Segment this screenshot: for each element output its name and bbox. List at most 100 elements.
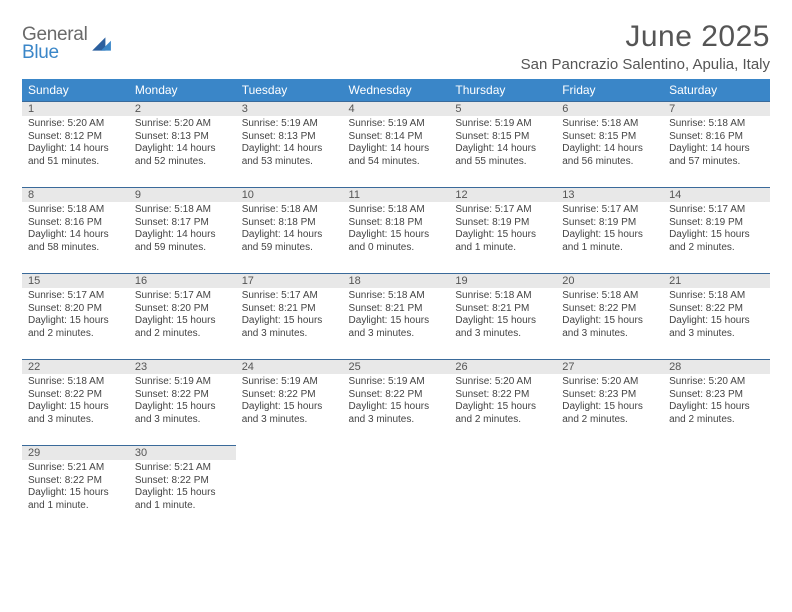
day-number: 23 [129,359,236,374]
day-body: Sunrise: 5:18 AMSunset: 8:22 PMDaylight:… [22,374,129,430]
day-body: Sunrise: 5:21 AMSunset: 8:22 PMDaylight:… [129,460,236,516]
day-number: 13 [556,187,663,202]
day-number: 30 [129,445,236,460]
calendar-cell: 11Sunrise: 5:18 AMSunset: 8:18 PMDayligh… [343,187,450,273]
day-body: Sunrise: 5:18 AMSunset: 8:16 PMDaylight:… [663,116,770,172]
day-header: Sunday [22,79,129,101]
calendar-cell: 7Sunrise: 5:18 AMSunset: 8:16 PMDaylight… [663,101,770,187]
day-number: 15 [22,273,129,288]
day-number: 7 [663,101,770,116]
day-body: Sunrise: 5:18 AMSunset: 8:17 PMDaylight:… [129,202,236,258]
day-body: Sunrise: 5:20 AMSunset: 8:23 PMDaylight:… [663,374,770,430]
calendar-table: Sunday Monday Tuesday Wednesday Thursday… [22,79,770,531]
calendar-cell: 27Sunrise: 5:20 AMSunset: 8:23 PMDayligh… [556,359,663,445]
day-number: 10 [236,187,343,202]
calendar-cell: 30Sunrise: 5:21 AMSunset: 8:22 PMDayligh… [129,445,236,531]
day-body: Sunrise: 5:17 AMSunset: 8:20 PMDaylight:… [129,288,236,344]
day-number: 26 [449,359,556,374]
day-number: 29 [22,445,129,460]
day-number: 18 [343,273,450,288]
calendar-cell: 2Sunrise: 5:20 AMSunset: 8:13 PMDaylight… [129,101,236,187]
day-body: Sunrise: 5:21 AMSunset: 8:22 PMDaylight:… [22,460,129,516]
day-header: Tuesday [236,79,343,101]
day-number: 25 [343,359,450,374]
day-number: 1 [22,101,129,116]
header: General Blue June 2025 San Pancrazio Sal… [22,20,770,73]
day-body: Sunrise: 5:19 AMSunset: 8:14 PMDaylight:… [343,116,450,172]
day-body: Sunrise: 5:19 AMSunset: 8:15 PMDaylight:… [449,116,556,172]
day-body: Sunrise: 5:20 AMSunset: 8:22 PMDaylight:… [449,374,556,430]
calendar-cell: 5Sunrise: 5:19 AMSunset: 8:15 PMDaylight… [449,101,556,187]
calendar-cell: 13Sunrise: 5:17 AMSunset: 8:19 PMDayligh… [556,187,663,273]
day-body: Sunrise: 5:20 AMSunset: 8:13 PMDaylight:… [129,116,236,172]
day-number: 3 [236,101,343,116]
day-body: Sunrise: 5:17 AMSunset: 8:20 PMDaylight:… [22,288,129,344]
day-number: 9 [129,187,236,202]
day-body: Sunrise: 5:19 AMSunset: 8:13 PMDaylight:… [236,116,343,172]
day-body: Sunrise: 5:18 AMSunset: 8:16 PMDaylight:… [22,202,129,258]
logo-line2: Blue [22,42,59,63]
calendar-cell: 4Sunrise: 5:19 AMSunset: 8:14 PMDaylight… [343,101,450,187]
logo-icon [90,33,112,55]
day-number: 8 [22,187,129,202]
day-body: Sunrise: 5:20 AMSunset: 8:12 PMDaylight:… [22,116,129,172]
day-number: 2 [129,101,236,116]
calendar-cell: 8Sunrise: 5:18 AMSunset: 8:16 PMDaylight… [22,187,129,273]
calendar-cell: 26Sunrise: 5:20 AMSunset: 8:22 PMDayligh… [449,359,556,445]
day-body: Sunrise: 5:19 AMSunset: 8:22 PMDaylight:… [343,374,450,430]
calendar-cell [343,445,450,531]
calendar-cell [663,445,770,531]
day-number: 4 [343,101,450,116]
calendar-row: 15Sunrise: 5:17 AMSunset: 8:20 PMDayligh… [22,273,770,359]
calendar-cell [556,445,663,531]
day-header: Friday [556,79,663,101]
logo-text: General Blue [22,26,88,62]
day-number: 6 [556,101,663,116]
month-title: June 2025 [521,20,770,54]
calendar-cell: 12Sunrise: 5:17 AMSunset: 8:19 PMDayligh… [449,187,556,273]
day-body: Sunrise: 5:17 AMSunset: 8:21 PMDaylight:… [236,288,343,344]
day-body: Sunrise: 5:18 AMSunset: 8:22 PMDaylight:… [556,288,663,344]
day-number: 14 [663,187,770,202]
day-body: Sunrise: 5:17 AMSunset: 8:19 PMDaylight:… [449,202,556,258]
calendar-cell: 23Sunrise: 5:19 AMSunset: 8:22 PMDayligh… [129,359,236,445]
day-header-row: Sunday Monday Tuesday Wednesday Thursday… [22,79,770,101]
title-block: June 2025 San Pancrazio Salentino, Apuli… [521,20,770,73]
day-body: Sunrise: 5:19 AMSunset: 8:22 PMDaylight:… [129,374,236,430]
day-body: Sunrise: 5:17 AMSunset: 8:19 PMDaylight:… [556,202,663,258]
day-number: 21 [663,273,770,288]
calendar-cell: 29Sunrise: 5:21 AMSunset: 8:22 PMDayligh… [22,445,129,531]
calendar-cell: 18Sunrise: 5:18 AMSunset: 8:21 PMDayligh… [343,273,450,359]
day-body: Sunrise: 5:17 AMSunset: 8:19 PMDaylight:… [663,202,770,258]
calendar-cell: 1Sunrise: 5:20 AMSunset: 8:12 PMDaylight… [22,101,129,187]
calendar-row: 29Sunrise: 5:21 AMSunset: 8:22 PMDayligh… [22,445,770,531]
logo: General Blue [22,20,112,62]
calendar-cell: 15Sunrise: 5:17 AMSunset: 8:20 PMDayligh… [22,273,129,359]
day-number: 5 [449,101,556,116]
day-header: Saturday [663,79,770,101]
day-number: 16 [129,273,236,288]
day-number: 24 [236,359,343,374]
day-body: Sunrise: 5:18 AMSunset: 8:15 PMDaylight:… [556,116,663,172]
day-number: 22 [22,359,129,374]
day-header: Monday [129,79,236,101]
calendar-cell: 14Sunrise: 5:17 AMSunset: 8:19 PMDayligh… [663,187,770,273]
calendar-cell [449,445,556,531]
calendar-row: 1Sunrise: 5:20 AMSunset: 8:12 PMDaylight… [22,101,770,187]
day-body: Sunrise: 5:18 AMSunset: 8:22 PMDaylight:… [663,288,770,344]
calendar-cell [236,445,343,531]
calendar-cell: 19Sunrise: 5:18 AMSunset: 8:21 PMDayligh… [449,273,556,359]
day-body: Sunrise: 5:18 AMSunset: 8:21 PMDaylight:… [449,288,556,344]
day-number: 19 [449,273,556,288]
calendar-cell: 24Sunrise: 5:19 AMSunset: 8:22 PMDayligh… [236,359,343,445]
day-number: 28 [663,359,770,374]
day-body: Sunrise: 5:18 AMSunset: 8:21 PMDaylight:… [343,288,450,344]
calendar-row: 8Sunrise: 5:18 AMSunset: 8:16 PMDaylight… [22,187,770,273]
day-number: 11 [343,187,450,202]
day-body: Sunrise: 5:18 AMSunset: 8:18 PMDaylight:… [343,202,450,258]
day-body: Sunrise: 5:20 AMSunset: 8:23 PMDaylight:… [556,374,663,430]
calendar-row: 22Sunrise: 5:18 AMSunset: 8:22 PMDayligh… [22,359,770,445]
day-body: Sunrise: 5:19 AMSunset: 8:22 PMDaylight:… [236,374,343,430]
calendar-cell: 21Sunrise: 5:18 AMSunset: 8:22 PMDayligh… [663,273,770,359]
location: San Pancrazio Salentino, Apulia, Italy [521,56,770,73]
